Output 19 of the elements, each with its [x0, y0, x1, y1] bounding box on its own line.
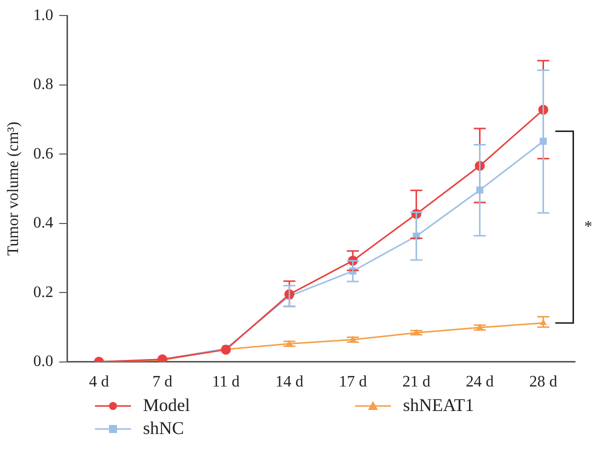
y-tick-label: 0.4: [33, 214, 54, 232]
x-tick-label: 21 d: [402, 374, 430, 391]
legend-label: shNC: [143, 418, 184, 439]
x-tick-label: 24 d: [466, 374, 494, 391]
x-tick-label: 11 d: [212, 374, 240, 391]
y-tick-label: 0.0: [33, 353, 54, 370]
y-tick-label: 0.6: [33, 145, 54, 162]
legend-label: Model: [143, 395, 190, 416]
x-tick-label: 14 d: [275, 374, 304, 391]
y-tick-label: 1.0: [33, 6, 54, 24]
text: *: [584, 218, 592, 236]
y-axis-title: Tumor volume (cm³): [4, 122, 22, 256]
y-tick-label: 0.2: [33, 284, 54, 301]
x-tick-label: 4 d: [88, 374, 109, 391]
x-tick-label: 17 d: [338, 374, 367, 391]
x-tick-label: 7 d: [152, 374, 172, 391]
y-tick-label: 0.8: [33, 76, 54, 94]
legend-label: shNEAT1: [403, 395, 474, 416]
x-tick-label: 28 d: [529, 374, 558, 391]
